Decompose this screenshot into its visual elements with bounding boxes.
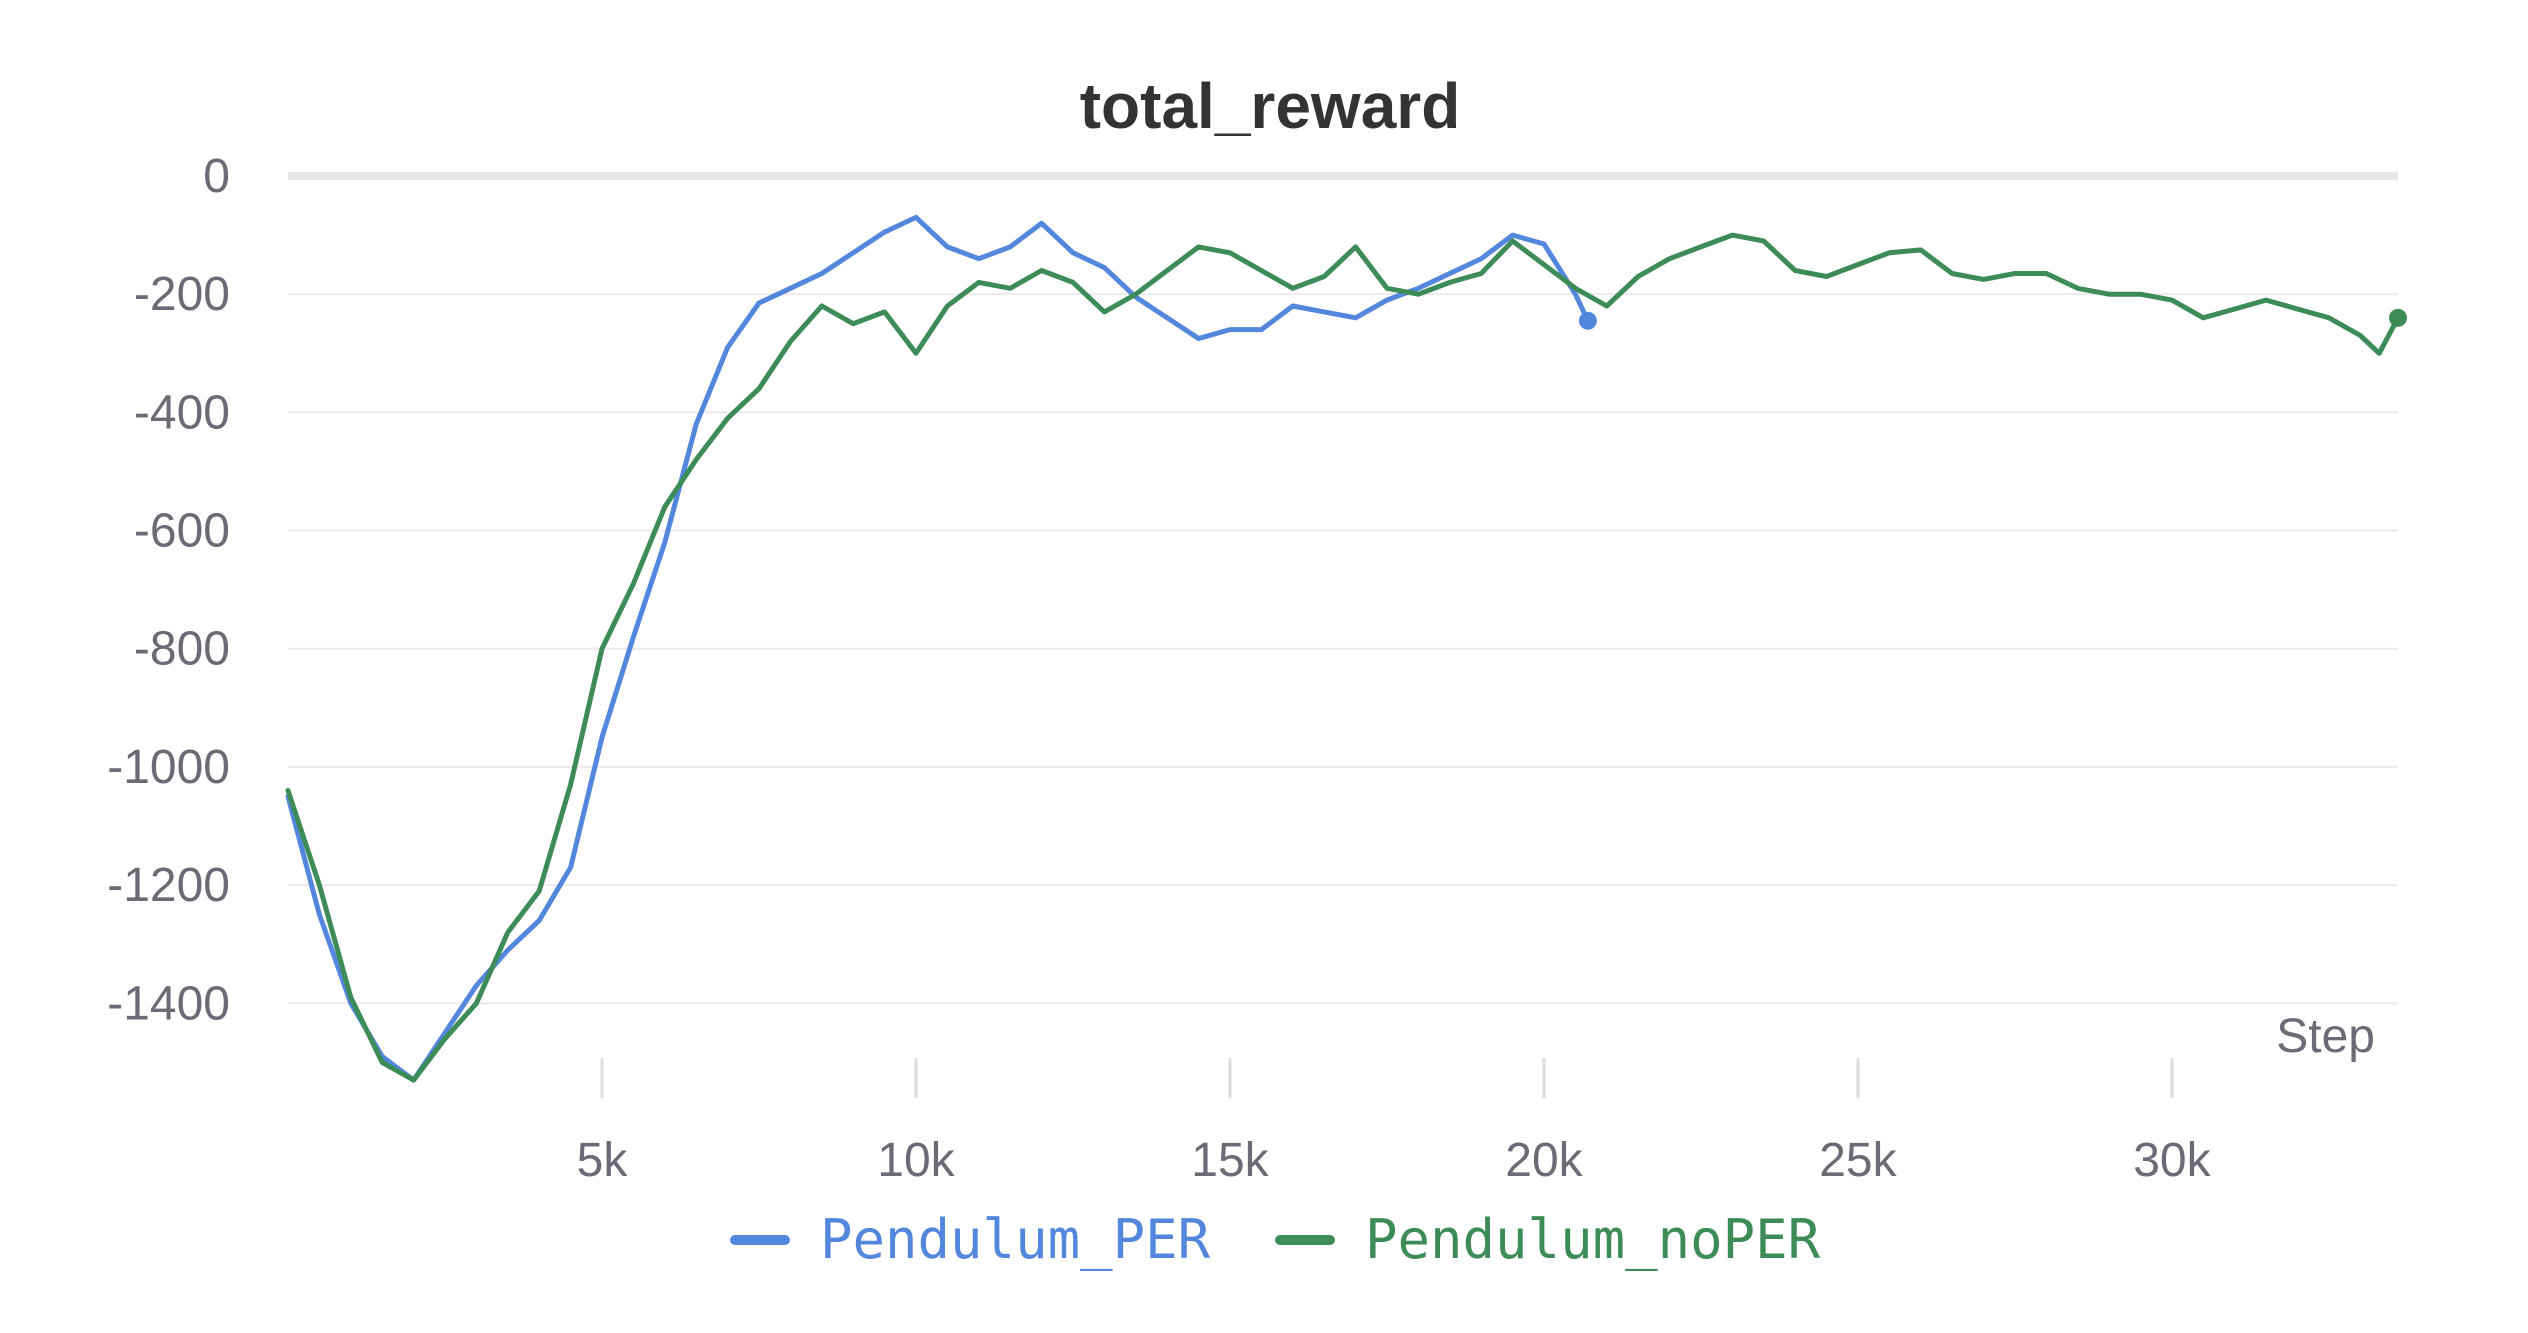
x-tick-label: 10k	[877, 1134, 955, 1187]
y-axis: 0 -200 -400 -600 -800 -1000 -1200 -1400	[107, 150, 230, 1030]
y-tick-label: -200	[134, 268, 230, 321]
legend-label: Pendulum_noPER	[1365, 1208, 1821, 1271]
y-tick-label: -800	[134, 623, 230, 676]
series-line-1	[285, 232, 2401, 1083]
x-tick-label: 20k	[1505, 1134, 1583, 1187]
y-tick-label: -400	[134, 386, 230, 439]
y-tick-label: -600	[134, 505, 230, 558]
y-tick-label: 0	[203, 150, 230, 203]
y-tick-label: -1200	[107, 859, 230, 912]
x-axis-label: Step	[2276, 1010, 2375, 1063]
x-tick-label: 15k	[1191, 1134, 1269, 1187]
y-tick-label: -1400	[107, 977, 230, 1030]
series-lines	[285, 214, 2407, 1083]
series-line-0	[285, 214, 1591, 1083]
legend: Pendulum_PER Pendulum_noPER	[730, 1208, 1821, 1271]
x-tick-label: 30k	[2133, 1134, 2211, 1187]
chart-title: total_reward	[1080, 70, 1461, 142]
x-tick-label: 25k	[1819, 1134, 1897, 1187]
grid-lines	[288, 172, 2398, 1005]
series-end-point-1	[2389, 308, 2407, 327]
x-tick-label: 5k	[577, 1134, 629, 1187]
y-tick-label: -1000	[107, 741, 230, 794]
x-axis: 5k 10k 15k 20k 25k 30k	[577, 1058, 2212, 1187]
legend-label: Pendulum_PER	[820, 1208, 1211, 1271]
series-end-point-0	[1578, 311, 1597, 330]
